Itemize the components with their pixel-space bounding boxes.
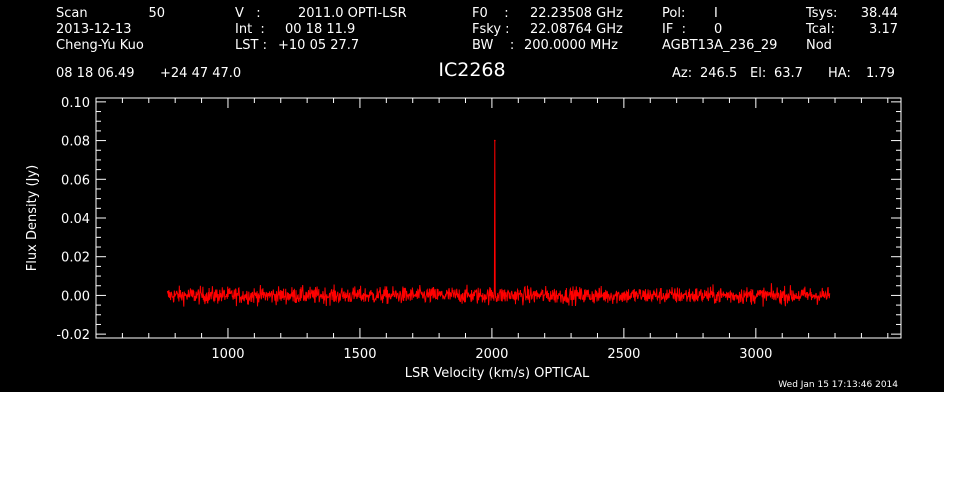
ra-value: 08 18 06.49 [56,66,135,81]
y-tick-label: 0.10 [61,96,90,111]
if-label: IF : [662,22,686,37]
bw-value: 200.0000 MHz [524,38,618,53]
x-tick-label: 3000 [739,347,772,362]
obs-mode: Nod [806,38,832,53]
az-value: 246.5 [700,66,738,81]
x-tick-label: 2500 [607,347,640,362]
plot-timestamp: Wed Jan 15 17:13:46 2014 [778,380,898,390]
if-value: 0 [714,22,723,37]
ha-value: 1.79 [866,66,895,81]
source-name: IC2268 [438,59,506,81]
y-tick-label: 0.04 [61,212,90,227]
velocity-value: 2011.0 OPTI-LSR [298,6,407,21]
project-id: AGBT13A_236_29 [662,38,778,53]
x-tick-label: 1500 [343,347,376,362]
az-label: Az: [672,66,693,81]
line-peak-point [494,139,496,142]
y-axis-label: Flux Density (Jy) [25,165,40,271]
velocity-label: V : [235,6,261,21]
int-value: 00 18 11.9 [285,22,356,37]
lst-label: LST : [235,38,267,53]
obs-date: 2013-12-13 [56,22,132,37]
fsky-label: Fsky : [472,22,510,37]
pol-label: Pol: [662,6,686,21]
tcal-label: Tcal: [806,22,835,37]
plot-panel: Scan 50 2013-12-13 Cheng-Yu Kuo V : 2011… [0,0,944,392]
fsky-value: 22.08764 GHz [530,22,623,37]
y-tick-label: 0.00 [61,289,90,304]
tsys-value: 38.44 [860,6,898,21]
scan-value: 50 [148,6,165,21]
lst-value: +10 05 27.7 [278,38,360,53]
dec-value: +24 47 47.0 [160,66,242,81]
f0-value: 22.23508 GHz [530,6,623,21]
x-tick-label: 1000 [211,347,244,362]
bw-label: BW : [472,38,515,53]
tsys-label: Tsys: [806,6,838,21]
scan-label: Scan [56,6,88,21]
observer-name: Cheng-Yu Kuo [56,38,144,53]
int-label: Int : [235,22,265,37]
el-value: 63.7 [774,66,803,81]
y-tick-label: 0.02 [61,251,90,266]
spectrum-line [166,140,831,307]
spectrum-chart: 1000 1500 2000 2500 3000 -0.02 0.00 0.02 0.04 0.0… [25,96,902,381]
f0-label: F0 : [472,6,509,21]
el-label: El: [750,66,767,81]
pol-value: I [714,6,718,21]
y-tick-label: 0.08 [61,135,90,150]
y-tick-label: 0.06 [61,173,90,188]
tcal-value: 3.17 [869,22,898,37]
ha-label: HA: [828,66,851,81]
x-tick-label: 2000 [475,347,508,362]
x-axis-label: LSR Velocity (km/s) OPTICAL [405,366,590,381]
y-tick-label: -0.02 [56,328,90,343]
